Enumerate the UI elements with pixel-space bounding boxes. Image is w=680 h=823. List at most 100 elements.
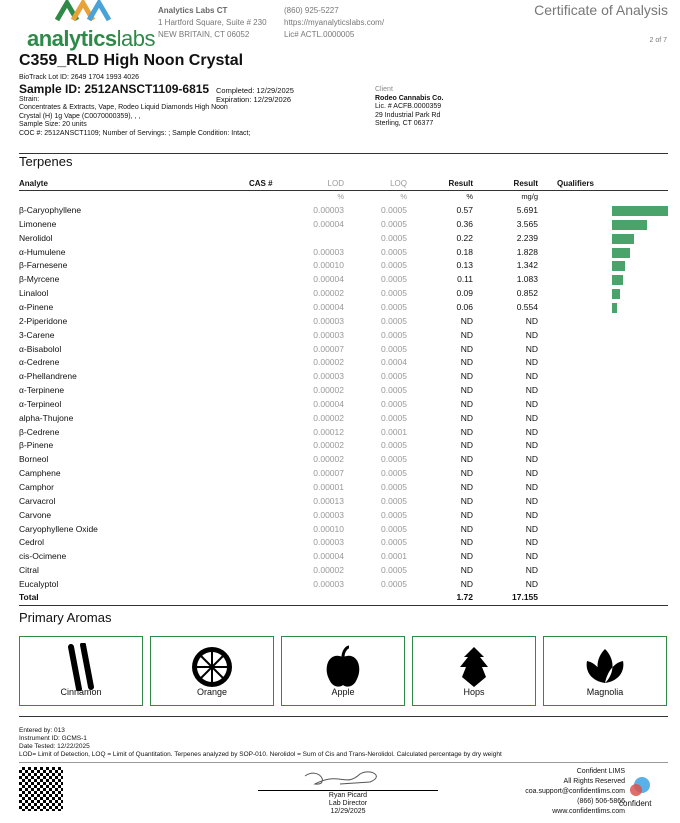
header-loq: LOQ: [390, 179, 407, 188]
aroma-label: Orange: [196, 687, 228, 697]
result-bar: [612, 289, 621, 300]
result-mg: ND: [525, 551, 538, 562]
result-pct: 0.06: [456, 301, 473, 312]
result-mg: 0.554: [516, 301, 538, 312]
loq-value: 0.0005: [381, 246, 407, 257]
lod-value: 0.00007: [313, 468, 344, 479]
result-pct: ND: [460, 385, 473, 396]
table-row: Carvacrol 0.00013 0.0005 ND ND: [19, 496, 669, 510]
result-mg: ND: [525, 468, 538, 479]
lims-email[interactable]: coa.support@confidentlims.com: [525, 788, 625, 795]
result-bar: [612, 275, 623, 286]
dates: Completed: 12/29/2025 Expiration: 12/29/…: [216, 86, 294, 104]
result-mg: ND: [525, 454, 538, 465]
table-row: α-Bisabolol 0.00007 0.0005 ND ND: [19, 344, 669, 358]
lims-rights: All Rights Reserved: [563, 778, 625, 785]
lod-value: 0.00012: [313, 426, 344, 437]
result-bar: [612, 261, 626, 272]
lod-value: 0.00002: [313, 454, 344, 465]
result-mg: ND: [525, 398, 538, 409]
table-row: β-Caryophyllene 0.00003 0.0005 0.57 5.691: [19, 205, 669, 219]
table-row: Citral 0.00002 0.0005 ND ND: [19, 565, 669, 579]
result-mg: ND: [525, 357, 538, 368]
loq-value: 0.0005: [381, 385, 407, 396]
lod-value: 0.00002: [313, 565, 344, 576]
result-mg: ND: [525, 482, 538, 492]
analyte-name: Carvacrol: [19, 495, 56, 506]
analyte-name: cis-Ocimene: [19, 551, 67, 562]
analyte-name: α-Pinene: [19, 301, 54, 312]
lab-website[interactable]: https://myanalyticslabs.com/: [284, 18, 385, 27]
sign-date: 12/29/2025: [330, 808, 366, 815]
analyte-name: Camphor: [19, 482, 54, 492]
aroma-card: Hops: [412, 636, 536, 706]
result-mg: ND: [525, 412, 538, 423]
sample-id: Sample ID: 2512ANSCT1109-6815: [19, 81, 210, 96]
table-row: β-Pinene 0.00002 0.0005 ND ND: [19, 440, 669, 454]
aroma-card: Magnolia: [543, 636, 667, 706]
result-pct: ND: [460, 440, 473, 451]
result-mg: ND: [525, 537, 538, 548]
table-row: Carvone 0.00003 0.0005 ND ND: [19, 510, 669, 524]
client-info: Client Rodeo Cannabis Co. Lic. # ACFB.00…: [375, 86, 443, 129]
qr-code[interactable]: [19, 767, 63, 811]
result-pct: 0.57: [456, 205, 473, 215]
result-mg: ND: [525, 329, 538, 340]
result-mg: ND: [525, 371, 538, 382]
loq-value: 0.0005: [381, 329, 407, 340]
result-pct: ND: [460, 523, 473, 534]
lod-value: 0.00001: [313, 482, 344, 492]
analyte-name: 3-Carene: [19, 329, 55, 340]
lod-value: 0.00003: [313, 205, 344, 215]
result-pct: 0.22: [456, 232, 473, 243]
header-result-mg: Result: [513, 179, 538, 188]
result-pct: ND: [460, 565, 473, 576]
result-mg: ND: [525, 315, 538, 326]
page-number: 2 of 7: [649, 37, 667, 44]
result-mg: ND: [525, 578, 538, 589]
divider: [19, 716, 668, 717]
unit-mg: mg/g: [521, 192, 538, 201]
result-pct: ND: [460, 537, 473, 548]
magnolia-icon: [586, 649, 624, 683]
result-mg: 0.852: [516, 288, 538, 299]
analyte-name: 2-Piperidone: [19, 315, 68, 326]
lod-value: 0.00002: [313, 440, 344, 451]
table-row: Linalool 0.00002 0.0005 0.09 0.852: [19, 288, 669, 302]
table-row: Caryophyllene Oxide 0.00010 0.0005 ND ND: [19, 524, 669, 538]
result-mg: 1.342: [516, 260, 538, 271]
analyte-name: Borneol: [19, 454, 49, 465]
hops-icon: [460, 647, 488, 687]
aroma-label: Cinnamon: [60, 687, 102, 697]
lims-website[interactable]: www.confidentlims.com: [552, 808, 625, 815]
analyte-name: alpha-Thujone: [19, 412, 74, 423]
result-pct: ND: [460, 371, 473, 382]
table-row: β-Myrcene 0.00004 0.0005 0.11 1.083: [19, 274, 669, 288]
loq-value: 0.0005: [381, 565, 407, 576]
confident-logo-text: confident: [619, 799, 652, 808]
address-line: 1 Hartford Square, Suite # 230: [158, 18, 267, 27]
client-address: 29 Industrial Park Rd: [375, 111, 441, 119]
result-mg: ND: [525, 523, 538, 534]
table-header: Analyte CAS # LOD LOQ Result Result Qual…: [19, 179, 669, 193]
strain: Strain:: [19, 95, 40, 103]
table-row: Camphor 0.00001 0.0005 ND ND: [19, 482, 669, 496]
analyte-name: Linalool: [19, 288, 49, 299]
signature-image: [304, 771, 377, 785]
lod-value: 0.00003: [313, 329, 344, 340]
analyte-name: Nerolidol: [19, 232, 53, 243]
result-pct: 0.18: [456, 246, 473, 257]
date-tested: Date Tested: 12/22/2025: [19, 743, 90, 750]
expiration-date: Expiration: 12/29/2026: [216, 95, 292, 104]
lod-value: 0.00004: [313, 218, 344, 229]
aroma-label: Magnolia: [586, 687, 624, 697]
result-mg: ND: [525, 565, 538, 576]
loq-value: 0.0005: [381, 232, 407, 243]
aroma-card: Orange: [150, 636, 274, 706]
result-mg: ND: [525, 426, 538, 437]
result-pct: ND: [460, 509, 473, 520]
document-title: Certificate of Analysis: [534, 2, 668, 18]
lod-value: 0.00003: [313, 246, 344, 257]
lod-value: 0.00002: [313, 412, 344, 423]
loq-value: 0.0005: [381, 495, 407, 506]
